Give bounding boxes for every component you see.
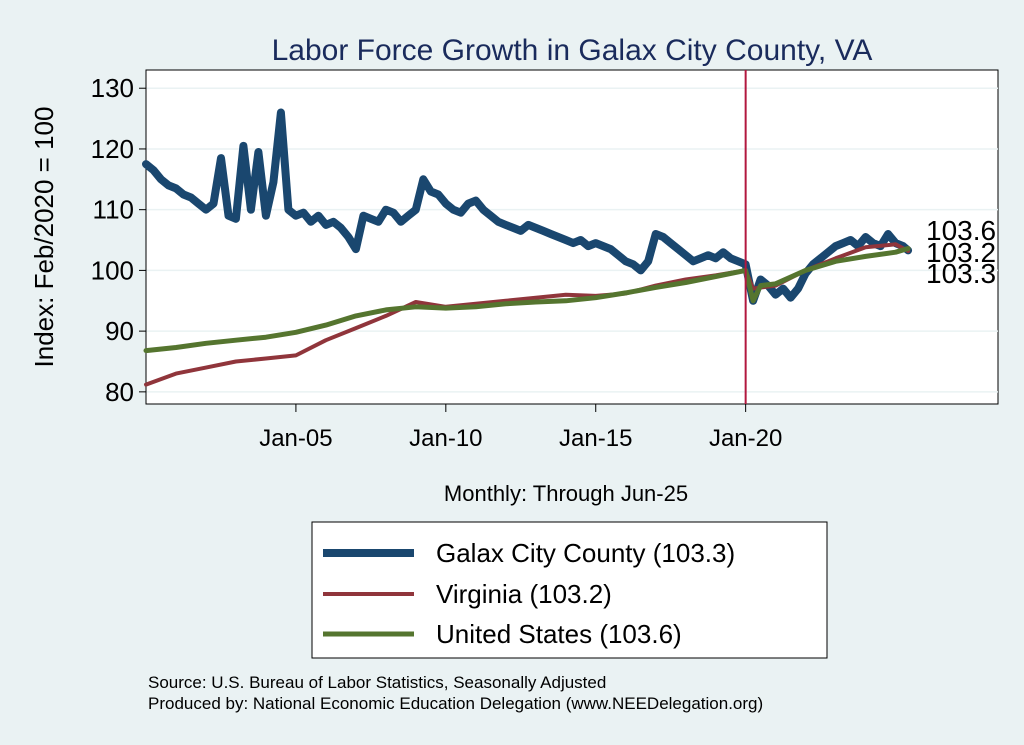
producer-line: Produced by: National Economic Education… — [148, 694, 763, 713]
y-axis: 80 90 100 110 120 130 — [91, 70, 147, 407]
end-label: 103.6 — [926, 215, 996, 246]
series-line-0 — [142, 108, 913, 305]
end-label: 103.3 — [926, 258, 996, 289]
legend-label: Galax City County (103.3) — [436, 538, 735, 568]
series-line-2 — [143, 246, 911, 354]
legend: Galax City County (103.3) Virginia (103.2… — [323, 538, 735, 649]
x-axis: Jan-05 Jan-10 Jan-15 Jan-20 — [146, 403, 998, 452]
x-axis-title: Monthly: Through Jun-25 — [444, 481, 688, 506]
plot-area — [145, 69, 999, 405]
series-layer — [142, 70, 913, 404]
source-line: Source: U.S. Bureau of Labor Statistics,… — [148, 673, 606, 692]
x-tick-label: Jan-10 — [409, 425, 482, 452]
y-tick-label: 130 — [91, 73, 134, 103]
end-label: 103.2 — [926, 237, 996, 268]
y-tick-label: 90 — [105, 316, 134, 346]
y-axis-title: Index: Feb/2020 = 100 — [29, 107, 59, 368]
legend-label: United States (103.6) — [436, 619, 682, 649]
chart-title: Labor Force Growth in Galax City County,… — [272, 34, 873, 67]
y-tick-label: 110 — [93, 195, 134, 225]
x-tick-label: Jan-20 — [709, 425, 782, 452]
y-tick-label: 80 — [105, 377, 134, 407]
legend-label: Virginia (103.2) — [436, 579, 612, 609]
y-tick-label: 120 — [91, 134, 134, 164]
x-tick-label: Jan-05 — [259, 425, 332, 452]
x-tick-label: Jan-15 — [559, 425, 632, 452]
y-tick-label: 100 — [91, 255, 134, 285]
